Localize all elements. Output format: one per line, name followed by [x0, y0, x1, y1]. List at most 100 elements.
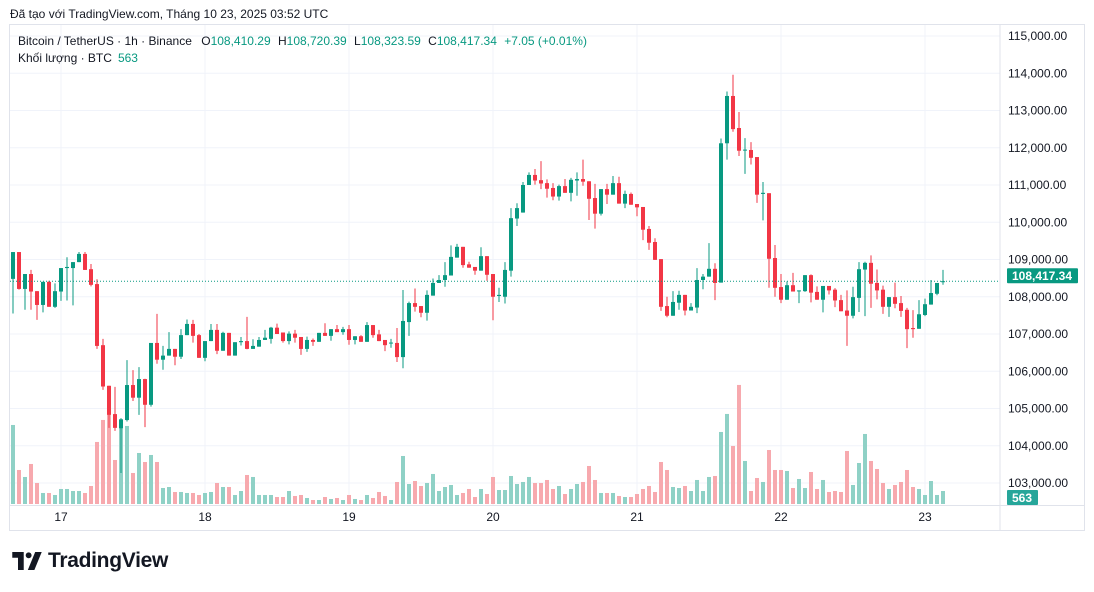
candle[interactable]: [581, 159, 585, 186]
volume-label[interactable]: Khối lượng · BTC: [18, 51, 112, 65]
candle[interactable]: [689, 303, 693, 311]
candle[interactable]: [119, 418, 123, 473]
candle[interactable]: [53, 283, 57, 308]
candle[interactable]: [593, 183, 597, 229]
candle[interactable]: [923, 298, 927, 317]
candle[interactable]: [305, 336, 309, 352]
candle[interactable]: [755, 157, 759, 203]
candle[interactable]: [473, 266, 477, 275]
candle[interactable]: [917, 300, 921, 329]
candle[interactable]: [185, 319, 189, 336]
candle[interactable]: [503, 262, 507, 304]
candle[interactable]: [911, 310, 915, 338]
candle[interactable]: [47, 280, 51, 307]
candle[interactable]: [791, 272, 795, 292]
candle[interactable]: [551, 183, 555, 201]
candle[interactable]: [815, 286, 819, 300]
candle[interactable]: [653, 238, 657, 260]
candle[interactable]: [497, 287, 501, 302]
candle[interactable]: [41, 281, 45, 313]
candle[interactable]: [71, 262, 75, 306]
candle[interactable]: [455, 243, 459, 258]
candle[interactable]: [683, 294, 687, 316]
candle[interactable]: [881, 285, 885, 314]
candle[interactable]: [467, 261, 471, 268]
candle[interactable]: [173, 348, 177, 366]
candle[interactable]: [863, 261, 867, 317]
candle[interactable]: [449, 245, 453, 276]
candle[interactable]: [359, 335, 363, 342]
candle[interactable]: [17, 252, 21, 290]
candle[interactable]: [749, 142, 753, 165]
candle[interactable]: [557, 184, 561, 201]
candle[interactable]: [731, 74, 735, 132]
candle[interactable]: [125, 360, 129, 422]
candle[interactable]: [221, 331, 225, 351]
candle[interactable]: [491, 274, 495, 321]
candle[interactable]: [191, 319, 195, 343]
candle[interactable]: [203, 341, 207, 362]
candle[interactable]: [809, 274, 813, 303]
candle[interactable]: [725, 91, 729, 160]
candle[interactable]: [365, 322, 369, 342]
candle[interactable]: [773, 244, 777, 297]
candle[interactable]: [245, 316, 249, 350]
candle[interactable]: [353, 336, 357, 345]
candle[interactable]: [335, 325, 339, 333]
symbol-name[interactable]: Bitcoin / TetherUS · 1h · Binance: [18, 34, 192, 48]
candle[interactable]: [521, 182, 525, 213]
candle[interactable]: [761, 182, 765, 221]
candle[interactable]: [383, 339, 387, 352]
candle[interactable]: [533, 168, 537, 185]
candle[interactable]: [659, 259, 663, 311]
candle[interactable]: [635, 203, 639, 217]
candle[interactable]: [605, 183, 609, 204]
candle[interactable]: [257, 336, 261, 347]
tradingview-logo[interactable]: TradingView: [12, 549, 168, 573]
candle[interactable]: [797, 290, 801, 304]
candle[interactable]: [293, 329, 297, 343]
candle[interactable]: [29, 269, 33, 310]
candle[interactable]: [779, 274, 783, 304]
candle[interactable]: [941, 269, 945, 285]
candle[interactable]: [311, 338, 315, 346]
candle[interactable]: [569, 177, 573, 202]
candle[interactable]: [623, 190, 627, 209]
candle[interactable]: [161, 345, 165, 370]
candle[interactable]: [77, 252, 81, 263]
candle[interactable]: [803, 275, 807, 292]
candle[interactable]: [839, 294, 843, 312]
candle[interactable]: [137, 367, 141, 415]
candle[interactable]: [227, 332, 231, 356]
candle[interactable]: [515, 203, 519, 226]
candle[interactable]: [317, 332, 321, 342]
candle[interactable]: [395, 328, 399, 362]
candle[interactable]: [527, 172, 531, 185]
candle[interactable]: [149, 342, 153, 407]
candle[interactable]: [485, 256, 489, 281]
candle[interactable]: [737, 111, 741, 156]
candle[interactable]: [23, 274, 27, 310]
candle[interactable]: [299, 336, 303, 355]
candle[interactable]: [167, 332, 171, 356]
candle[interactable]: [371, 325, 375, 338]
candle[interactable]: [131, 370, 135, 402]
candle[interactable]: [575, 172, 579, 196]
candle[interactable]: [107, 385, 111, 428]
candle[interactable]: [89, 263, 93, 287]
candle[interactable]: [905, 307, 909, 349]
candle[interactable]: [665, 296, 669, 318]
candle[interactable]: [83, 252, 87, 270]
candle[interactable]: [641, 206, 645, 241]
candle[interactable]: [179, 329, 183, 359]
candle[interactable]: [935, 282, 939, 296]
candle[interactable]: [407, 301, 411, 336]
candle[interactable]: [59, 268, 63, 301]
candle[interactable]: [197, 334, 201, 358]
candle[interactable]: [425, 290, 429, 321]
candle[interactable]: [821, 285, 825, 313]
candle[interactable]: [695, 268, 699, 314]
candle[interactable]: [95, 279, 99, 349]
candle[interactable]: [563, 179, 567, 193]
